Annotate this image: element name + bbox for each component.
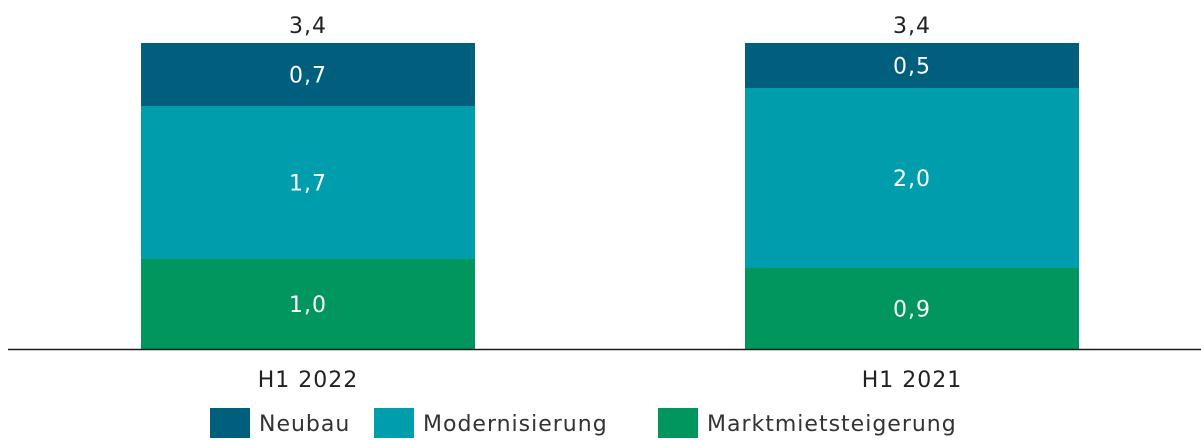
bar-segment-modernisierung <box>745 88 1079 268</box>
bar-segment-marktmietsteigerung <box>141 259 475 349</box>
legend-label: Neubau <box>259 412 350 437</box>
bar-segment-modernisierung <box>141 106 475 259</box>
bars-layer: 1,0 1,7 0,7 3,4 0,9 2,0 0,5 3,4 <box>141 14 1079 349</box>
legend-swatch <box>374 408 414 438</box>
legend: Neubau Modernisierung Marktmietsteigerung <box>210 408 957 438</box>
segment-value-label: 0,9 <box>893 298 931 323</box>
category-labels: H1 2022 H1 2021 <box>258 368 963 393</box>
bar-group: 1,0 1,7 0,7 3,4 <box>141 14 475 349</box>
legend-swatch <box>658 408 698 438</box>
bar-segment-neubau <box>745 43 1079 88</box>
legend-item: Modernisierung <box>374 408 608 438</box>
category-label: H1 2021 <box>862 368 963 393</box>
segment-value-label: 0,7 <box>289 64 327 89</box>
legend-swatch <box>210 408 250 438</box>
bar-segment-neubau <box>141 43 475 106</box>
total-value-label: 3,4 <box>893 14 931 39</box>
segment-value-label: 0,5 <box>893 55 931 80</box>
legend-label: Marktmietsteigerung <box>707 412 957 437</box>
total-value-label: 3,4 <box>289 14 327 39</box>
legend-item: Marktmietsteigerung <box>658 408 957 438</box>
category-label: H1 2022 <box>258 368 359 393</box>
segment-value-label: 2,0 <box>893 167 931 192</box>
legend-item: Neubau <box>210 408 350 438</box>
segment-value-label: 1,0 <box>289 293 327 318</box>
segment-value-label: 1,7 <box>289 172 327 197</box>
legend-label: Modernisierung <box>423 412 608 437</box>
bar-segment-marktmietsteigerung <box>745 268 1079 349</box>
bar-group: 0,9 2,0 0,5 3,4 <box>745 14 1079 349</box>
